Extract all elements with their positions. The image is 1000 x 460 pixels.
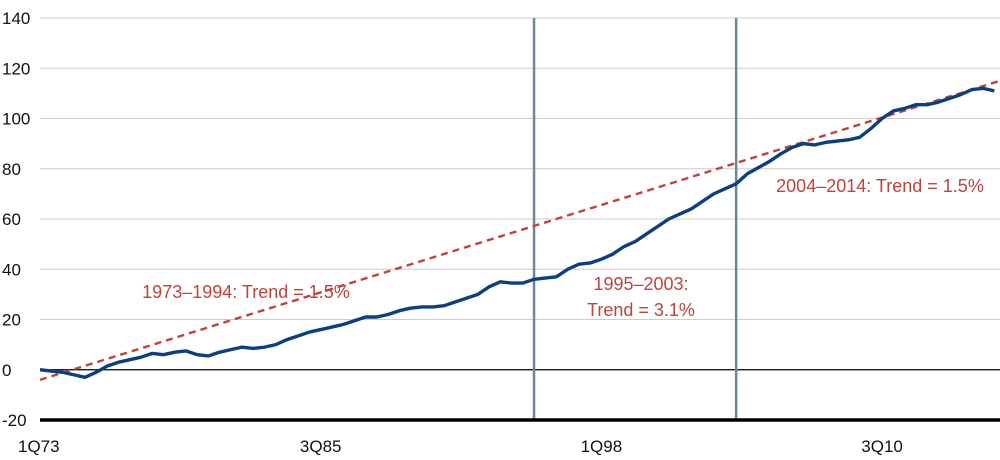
x-tick-label-2: 1Q98 — [581, 437, 623, 456]
annotation-1995-2003-line2: Trend = 3.1% — [587, 300, 695, 320]
y-tick-label-0: 0 — [2, 361, 11, 380]
y-tick-label-40: 40 — [2, 260, 21, 279]
y-tick-label-80: 80 — [2, 160, 21, 179]
y-axis-ticks: 140 120 100 80 60 40 20 0 -20 — [2, 9, 30, 430]
trend-line-0 — [39, 79, 1000, 381]
y-tick-label--20: -20 — [2, 411, 27, 430]
annotation-1973-1994: 1973–1994: Trend = 1.5% — [142, 282, 350, 302]
annotation-2004-2014: 2004–2014: Trend = 1.5% — [776, 176, 984, 196]
x-tick-label-3: 3Q10 — [861, 437, 903, 456]
annotation-1995-2003-line1: 1995–2003: — [593, 274, 688, 294]
x-axis: 1Q73 3Q85 1Q98 3Q10 — [18, 418, 1000, 456]
y-tick-label-60: 60 — [2, 210, 21, 229]
y-tick-label-100: 100 — [2, 110, 30, 129]
x-tick-label-0: 1Q73 — [18, 437, 60, 456]
annotations: 1973–1994: Trend = 1.5% 1995–2003: Trend… — [142, 176, 984, 320]
trend-lines — [39, 79, 1000, 381]
y-tick-label-140: 140 — [2, 9, 30, 28]
y-tick-label-20: 20 — [2, 311, 21, 330]
period-break-lines — [532, 18, 738, 420]
gridlines — [40, 17, 1000, 371]
series-lines — [39, 86, 995, 379]
x-tick-label-1: 3Q85 — [300, 437, 342, 456]
series-line-0 — [39, 86, 995, 379]
y-tick-label-120: 120 — [2, 59, 30, 78]
